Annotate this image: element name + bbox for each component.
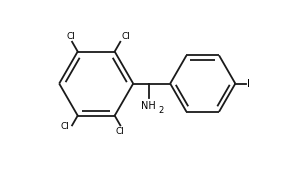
Text: Cl: Cl bbox=[66, 32, 75, 41]
Text: 2: 2 bbox=[158, 106, 163, 115]
Text: Cl: Cl bbox=[122, 32, 131, 41]
Text: Cl: Cl bbox=[61, 122, 70, 131]
Text: NH: NH bbox=[141, 101, 156, 111]
Text: I: I bbox=[247, 79, 250, 89]
Text: Cl: Cl bbox=[116, 127, 125, 136]
